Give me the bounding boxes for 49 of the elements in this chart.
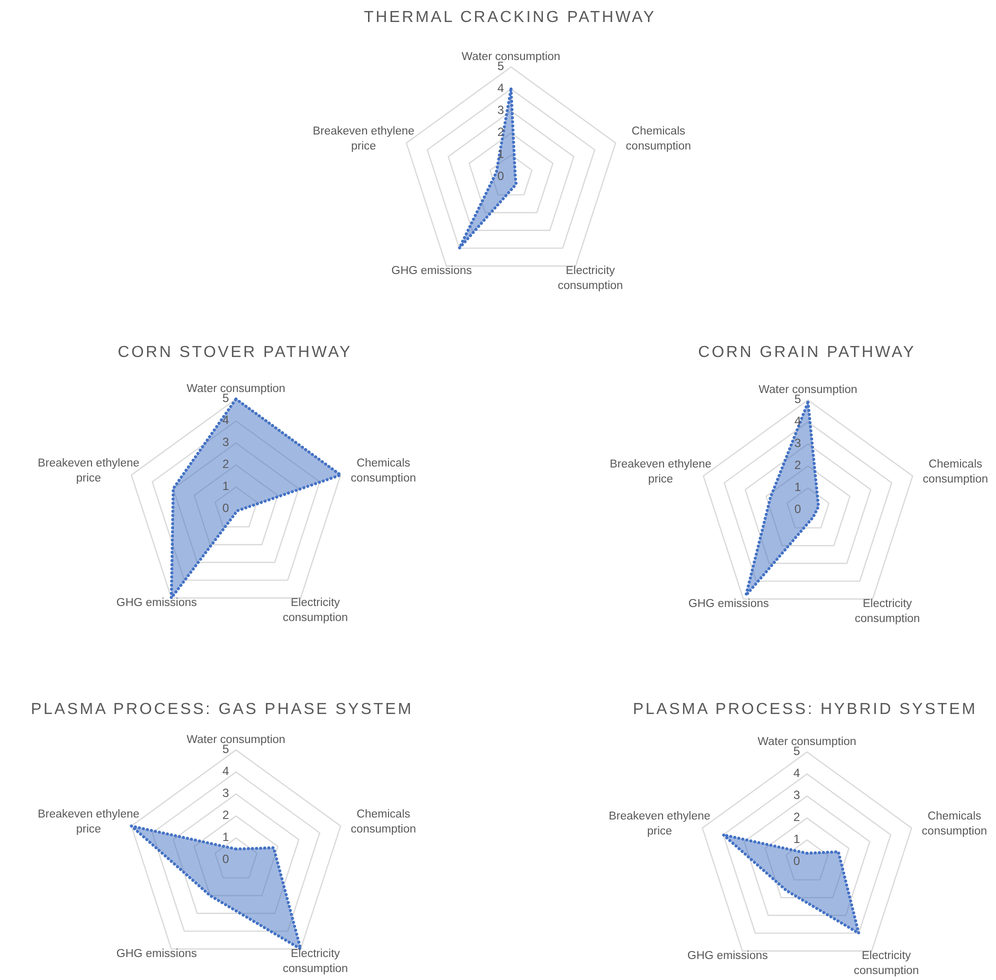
spoke-label: Breakeven ethylene price: [38, 808, 140, 836]
spoke-label: GHG emissions: [391, 265, 472, 278]
spoke-label: Breakeven ethylene price: [38, 458, 140, 485]
y-tick-label: 1: [793, 832, 800, 846]
y-tick-label: 2: [222, 808, 230, 822]
y-tick-label: 4: [222, 764, 230, 778]
y-tick-label: 0: [222, 501, 230, 516]
spoke-label: GHG emissions: [116, 948, 198, 960]
spoke-label: GHG emissions: [688, 598, 770, 610]
y-tick-label: 2: [497, 125, 504, 140]
spoke-label: GHG emissions: [116, 597, 198, 610]
y-tick-label: 3: [497, 103, 504, 118]
y-tick-label: 3: [793, 788, 800, 802]
y-tick-label: 3: [222, 786, 230, 800]
spoke-label: Electricity consumption: [854, 950, 919, 978]
y-tick-label: 0: [497, 169, 504, 184]
spoke-label: Chemicals consumption: [922, 810, 988, 838]
y-tick-label: 3: [794, 436, 802, 450]
spoke-label: Chemicals consumption: [922, 458, 988, 486]
chart-title: CORN GRAIN PATHWAY: [698, 344, 916, 362]
spoke-label: Chemicals consumption: [350, 458, 416, 485]
chart-title: CORN STOVER PATHWAY: [118, 344, 352, 362]
spoke-label: Chemicals consumption: [350, 808, 416, 836]
spoke-label: Breakeven ethylene price: [608, 810, 710, 838]
spoke-label: Electricity consumption: [854, 598, 920, 626]
spoke-label: Electricity consumption: [282, 597, 348, 624]
spoke-label: Electricity consumption: [558, 265, 623, 292]
y-tick-label: 1: [222, 830, 230, 844]
spoke-label: Electricity consumption: [282, 948, 348, 976]
spoke-label: GHG emissions: [687, 950, 768, 962]
y-tick-label: 2: [793, 810, 800, 824]
y-tick-label: 2: [794, 458, 802, 472]
y-tick-label: 3: [222, 435, 230, 450]
chart-title: PLASMA PROCESS: GAS PHASE SYSTEM: [30, 701, 414, 718]
y-tick-label: 0: [794, 502, 802, 516]
y-tick-label: 4: [497, 81, 504, 96]
y-tick-label: 2: [222, 457, 230, 472]
y-tick-label: 0: [222, 852, 230, 866]
spoke-label: Breakeven ethylene price: [312, 126, 414, 153]
spoke-label: Breakeven ethylene price: [610, 458, 712, 486]
y-tick-label: 1: [222, 479, 230, 494]
chart-title: THERMAL CRACKING PATHWAY: [364, 9, 656, 26]
y-tick-label: 4: [794, 414, 802, 428]
spoke-label: Chemicals consumption: [626, 126, 692, 153]
y-tick-label: 0: [793, 854, 800, 868]
chart-title: PLASMA PROCESS: HYBRID SYSTEM: [632, 701, 978, 718]
y-tick-label: 1: [794, 480, 802, 494]
y-tick-label: 4: [793, 766, 800, 780]
y-tick-label: 4: [222, 413, 230, 428]
